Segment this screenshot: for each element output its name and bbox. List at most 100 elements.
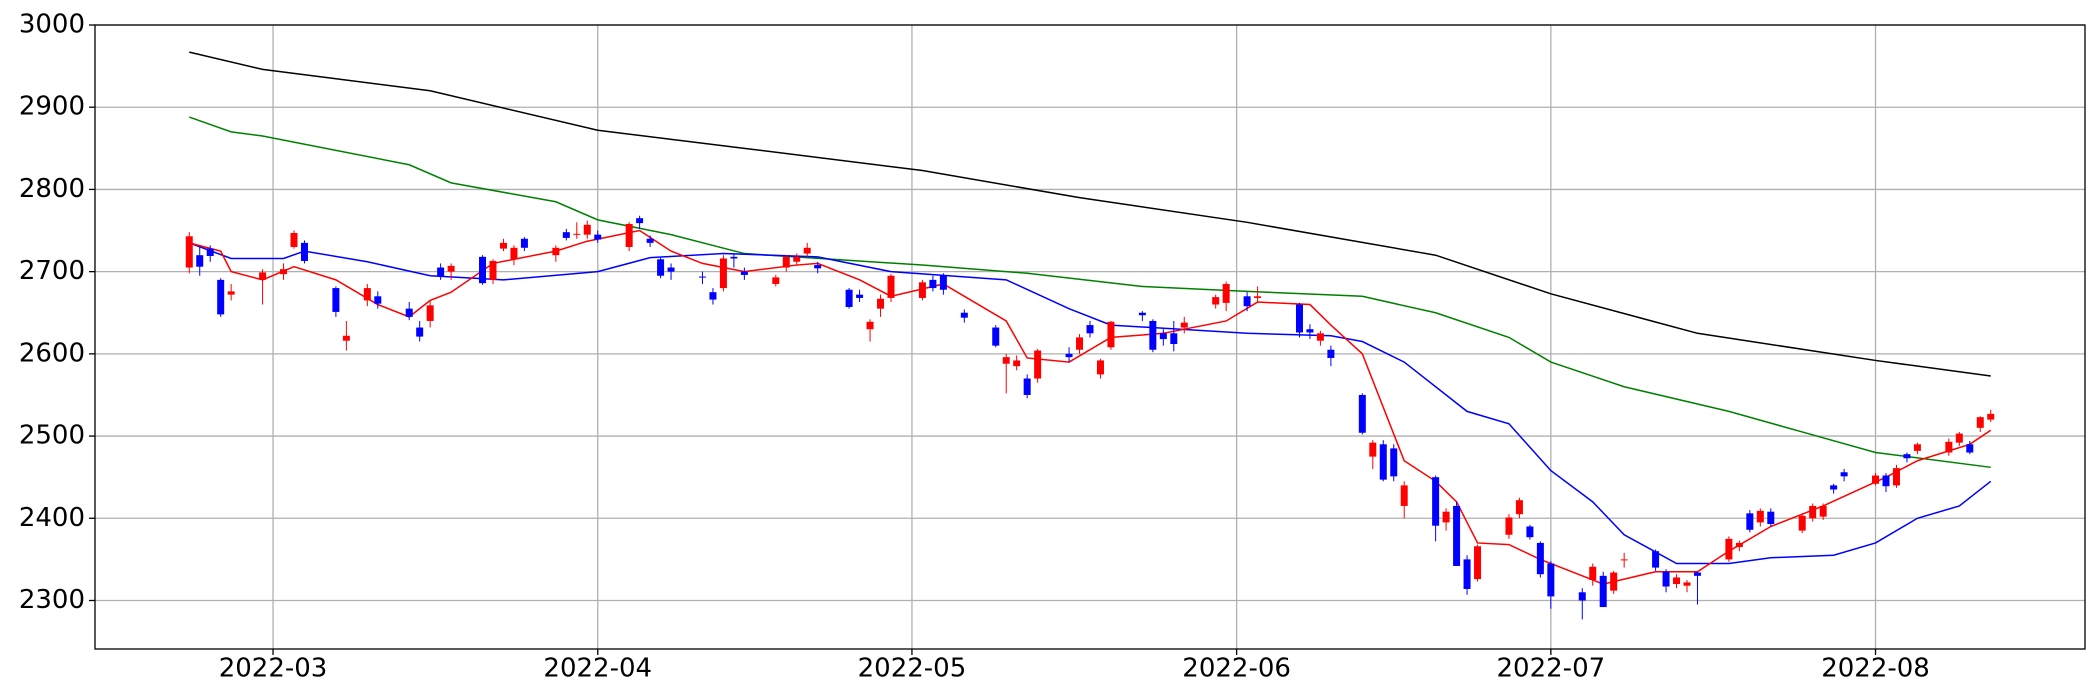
candle-body: [646, 238, 654, 243]
candle-body: [573, 233, 581, 235]
candle-body: [1840, 472, 1848, 477]
candle-body: [1369, 442, 1377, 457]
candle-body: [992, 327, 1000, 346]
candle-body: [1987, 413, 1995, 420]
candle-body: [1892, 468, 1900, 486]
x-tick-label: 2022-03: [219, 654, 328, 684]
candle-body: [698, 276, 706, 278]
candle-body: [583, 224, 591, 235]
candle-body: [1159, 333, 1167, 340]
candle-body: [1798, 515, 1806, 531]
y-tick-label: 2900: [19, 92, 85, 122]
candle-body: [1683, 582, 1691, 586]
candle-body: [300, 242, 308, 261]
candle-body: [1065, 353, 1073, 358]
grid: [95, 24, 2085, 649]
candle-body: [447, 265, 455, 272]
candle-body: [332, 288, 340, 312]
candle-body: [1432, 477, 1440, 526]
y-tick-label: 2500: [19, 421, 85, 451]
candle-body: [1673, 577, 1681, 585]
candle-body: [866, 321, 874, 330]
candle-body: [206, 248, 214, 257]
candle-body: [887, 275, 895, 298]
candle-body: [845, 289, 853, 307]
candle-body: [1746, 513, 1754, 530]
candle-body: [499, 242, 507, 249]
plot-area: [185, 51, 1995, 620]
candle-body: [1306, 329, 1314, 333]
y-tick-label: 3000: [19, 10, 85, 40]
candle-body: [1002, 357, 1010, 364]
candle-body: [1096, 360, 1104, 375]
candle-body: [856, 294, 864, 298]
candle-body: [803, 247, 811, 254]
candle-body: [1358, 394, 1366, 433]
candle-body: [1379, 444, 1387, 480]
candle-body: [1212, 297, 1220, 305]
candle-body: [1652, 551, 1660, 568]
candle-body: [1945, 441, 1953, 453]
candle-body: [1107, 321, 1115, 348]
candle-body: [1547, 563, 1555, 597]
candle-body: [1463, 559, 1471, 589]
candle-body: [1327, 349, 1335, 358]
candle-body: [1316, 333, 1324, 341]
candle-body: [510, 247, 518, 260]
candle-body: [1442, 511, 1450, 523]
candle-body: [929, 279, 937, 289]
candle-body: [772, 277, 780, 284]
candle-body: [1966, 444, 1974, 453]
candle-body: [1599, 575, 1607, 608]
candle-body: [1767, 511, 1775, 525]
candle-body: [877, 298, 885, 309]
moving-average-line: [189, 116, 1991, 469]
x-tick-label: 2022-04: [543, 654, 652, 684]
candle-body: [1505, 517, 1513, 535]
candle-body: [625, 223, 633, 247]
candle-body: [280, 269, 288, 275]
x-tick-label: 2022-06: [1182, 654, 1291, 684]
x-tick-label: 2022-08: [1821, 654, 1930, 684]
candle-body: [1610, 572, 1618, 591]
candle-body: [1976, 417, 1984, 428]
candle-body: [667, 267, 675, 272]
candle-body: [1693, 572, 1701, 576]
x-tick-label: 2022-05: [858, 654, 967, 684]
candle-body: [520, 238, 528, 248]
candle-body: [489, 260, 497, 280]
candle-body: [1076, 337, 1084, 350]
candle-body: [1725, 538, 1733, 560]
candle-body: [1170, 333, 1178, 344]
candle-body: [405, 308, 413, 317]
candle-body: [1819, 505, 1827, 517]
axis-labels: 2300 2400 2500 2600 2700 2800 2900 3000 2022-03 2…: [19, 10, 1930, 684]
candle-body: [416, 327, 424, 337]
candle-body: [1955, 433, 1963, 443]
candle-body: [1526, 526, 1534, 538]
y-tick-label: 2800: [19, 174, 85, 204]
candle-body: [740, 271, 748, 275]
candle-body: [719, 258, 727, 289]
candle-body: [1735, 542, 1743, 548]
candle-body: [217, 279, 225, 315]
candle-body: [1809, 505, 1817, 519]
candle-body: [1013, 360, 1021, 367]
candle-body: [793, 256, 801, 262]
candle-body: [636, 218, 644, 224]
candle-body: [1453, 505, 1461, 566]
candle-body: [562, 232, 570, 238]
candle-body: [730, 256, 738, 259]
candle-body: [552, 247, 560, 256]
candle-body: [1243, 296, 1251, 307]
candle-body: [1023, 378, 1031, 395]
candle-body: [1589, 566, 1597, 580]
candle-body: [1620, 559, 1628, 561]
candle-body: [1400, 485, 1408, 506]
candle-body: [1536, 542, 1544, 575]
candle-body: [1254, 296, 1262, 298]
candle-body: [479, 256, 487, 284]
x-tick-label: 2022-07: [1497, 654, 1606, 684]
